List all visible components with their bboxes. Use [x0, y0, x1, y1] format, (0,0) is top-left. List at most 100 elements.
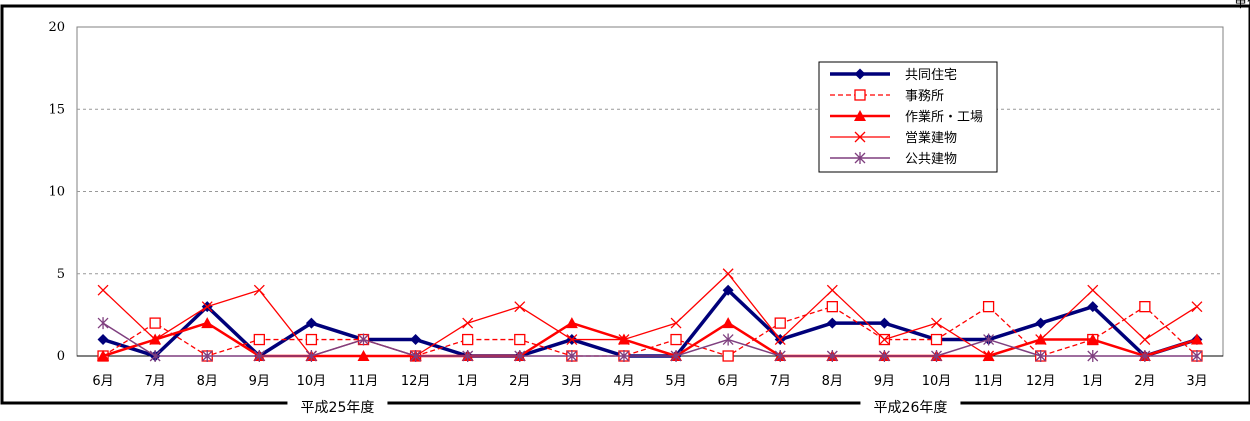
data-point — [931, 350, 942, 362]
data-point — [358, 333, 369, 346]
data-point — [253, 333, 265, 346]
unit-label: 単位：件 — [1234, 0, 1250, 11]
data-point — [514, 333, 526, 346]
data-point — [201, 350, 213, 362]
legend-marker — [854, 110, 866, 121]
data-point — [826, 350, 838, 362]
data-point — [410, 350, 422, 362]
fiscal-year-labels: 平成25年度 平成26年度 — [287, 396, 961, 416]
data-point — [983, 350, 995, 362]
data-point — [774, 317, 786, 329]
x-tick-label: 6月 — [92, 374, 113, 389]
y-axis: 0 5 10 15 20 — [48, 20, 65, 364]
fiscal-year-label: 平成26年度 — [874, 400, 948, 416]
x-tick-label: 3月 — [561, 374, 582, 389]
data-point — [722, 317, 735, 329]
data-point — [305, 350, 317, 362]
data-point — [878, 317, 890, 329]
series-公共建物 — [97, 317, 1203, 362]
data-point — [722, 333, 734, 346]
data-point — [566, 350, 578, 362]
data-point — [253, 350, 265, 362]
legend-marker — [854, 68, 866, 80]
legend-item: 営業建物 — [830, 130, 957, 146]
data-point — [462, 333, 474, 346]
data-point — [514, 350, 526, 362]
legend-label: 営業建物 — [905, 130, 957, 146]
data-point — [97, 284, 109, 296]
data-point — [97, 334, 109, 346]
data-point — [670, 333, 682, 346]
x-tick-label: 11月 — [349, 374, 379, 389]
data-point — [566, 334, 578, 346]
data-point — [931, 317, 942, 329]
y-tick-label: 10 — [48, 185, 65, 200]
legend-item: 作業所・工場 — [830, 109, 983, 125]
data-point — [930, 333, 943, 346]
data-point — [253, 284, 265, 296]
data-point — [670, 317, 682, 329]
data-point — [201, 301, 213, 313]
data-point — [826, 317, 838, 329]
data-point — [97, 317, 109, 330]
data-point — [1191, 350, 1203, 362]
data-point — [514, 301, 526, 313]
data-point — [1139, 300, 1151, 313]
data-point — [618, 350, 630, 362]
data-point — [305, 333, 318, 346]
data-point — [1035, 317, 1047, 329]
legend-label: 共同住宅 — [905, 68, 957, 83]
x-tick-label: 10月 — [922, 374, 952, 389]
data-point — [670, 350, 682, 362]
data-point — [305, 317, 317, 329]
data-point — [1035, 350, 1047, 362]
legend-marker — [854, 152, 866, 164]
data-point — [1087, 284, 1099, 296]
y-tick-label: 0 — [57, 349, 65, 364]
data-point — [1191, 301, 1203, 313]
x-tick-label: 7月 — [770, 374, 791, 389]
data-point — [878, 350, 890, 362]
x-tick-label: 3月 — [1186, 374, 1207, 389]
x-tick-label: 10月 — [297, 374, 327, 389]
data-point — [722, 350, 734, 362]
x-tick-label: 9月 — [874, 374, 895, 389]
x-tick-label: 7月 — [144, 374, 165, 389]
data-point — [201, 317, 214, 329]
x-tick-label: 11月 — [974, 374, 1004, 389]
data-point — [1139, 334, 1151, 346]
data-point — [982, 300, 995, 313]
x-tick-label: 6月 — [717, 374, 738, 389]
fiscal-year-label-bg — [287, 396, 388, 416]
legend-label: 作業所・工場 — [905, 109, 983, 125]
data-point — [774, 334, 786, 346]
data-point — [462, 317, 474, 329]
data-point — [149, 334, 161, 346]
legend-marker — [854, 131, 866, 143]
legend-item: 事務所 — [830, 89, 944, 104]
data-point — [149, 350, 161, 362]
fiscal-year-label: 平成25年度 — [301, 400, 375, 416]
data-point — [1190, 333, 1203, 345]
data-point — [826, 300, 838, 313]
data-point — [410, 334, 422, 346]
data-point — [1086, 333, 1099, 345]
data-point — [97, 350, 110, 361]
x-tick-label: 2月 — [509, 374, 530, 389]
y-tick-label: 20 — [48, 20, 65, 35]
x-tick-label: 1月 — [457, 374, 478, 389]
fiscal-year-label-bg — [860, 396, 961, 416]
x-tick-label: 9月 — [249, 374, 270, 389]
y-tick-label: 5 — [57, 267, 65, 282]
data-point — [722, 268, 734, 280]
x-tick-label: 8月 — [197, 374, 218, 389]
x-tick-label: 1月 — [1082, 374, 1103, 389]
data-point — [774, 350, 786, 362]
data-point — [826, 284, 838, 296]
data-point — [357, 350, 370, 361]
series-group — [97, 268, 1203, 362]
y-tick-label: 15 — [48, 102, 65, 117]
data-point — [565, 317, 578, 329]
